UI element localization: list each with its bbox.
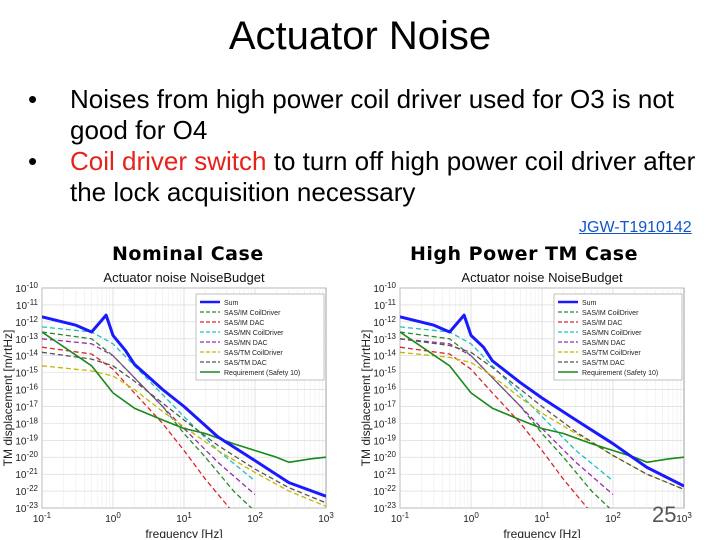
y-tick-label: 10-22	[15, 484, 38, 498]
x-tick-label: 103	[676, 511, 692, 525]
y-tick-label: 10-16	[373, 383, 396, 397]
y-axis-label: TM displacement [m/rtHz]	[1, 330, 15, 467]
x-tick-label: 101	[534, 511, 550, 525]
y-axis-label: TM displacement [m/rtHz]	[359, 330, 373, 467]
series-line-sum	[400, 313, 684, 488]
y-tick-label: 10-12	[373, 315, 396, 329]
x-tick-label: 100	[105, 511, 121, 525]
x-axis-label: frequency [Hz]	[145, 527, 222, 538]
series-group	[400, 313, 684, 508]
series-line-sas-im-dac	[42, 346, 231, 508]
bullet-text: to turn off high power coil driver after…	[70, 146, 696, 207]
bullet-item: • Coil driver switch to turn off high po…	[28, 146, 718, 208]
y-tick-label: 10-20	[15, 450, 38, 464]
x-axis-label: frequency [Hz]	[503, 527, 580, 538]
y-tick-label: 10-11	[374, 298, 397, 312]
legend-box	[195, 293, 325, 381]
legend-box	[553, 293, 683, 381]
series-line-sum	[42, 313, 326, 498]
panel-label-high-power: High Power TM Case	[410, 243, 639, 265]
noise-budget-plot-high-power: Actuator noise NoiseBudget 10-10 10-11 10-1…	[359, 270, 692, 538]
panel-label-nominal: Nominal Case	[112, 243, 264, 265]
y-tick-label: 10-19	[15, 433, 38, 447]
y-tick-label: 10-13	[373, 332, 396, 346]
y-tick-label: 10-23	[373, 501, 396, 515]
y-tick-label: 10-15	[15, 366, 38, 380]
x-tick-label: 103	[318, 511, 334, 525]
bullet-list: • Noises from high power coil driver use…	[28, 84, 718, 208]
noise-budget-plot-nominal: Actuator noise NoiseBudget 10-10 10-11 10-1…	[1, 270, 334, 538]
series-line-sas-tm-dac	[400, 338, 684, 491]
bullet-highlight-text: Coil driver switch	[70, 146, 267, 176]
legend-entry: SAS/MN CoilDriver	[582, 330, 642, 337]
legend-entry: SAS/TM DAC	[582, 360, 625, 367]
legend-entry: SAS/TM DAC	[224, 360, 267, 367]
slide-title: Actuator Noise	[228, 14, 492, 58]
y-tick-label: 10-19	[373, 433, 396, 447]
page-number: 25	[652, 502, 677, 527]
x-tick-label: 10-1	[33, 511, 52, 525]
series-line-sas-tm-coildriver	[400, 351, 684, 491]
legend-entry: SAS/TM CoilDriver	[582, 350, 641, 357]
legend-entry: SAS/MN DAC	[582, 340, 626, 347]
legend-entry: SAS/MN CoilDriver	[224, 330, 284, 337]
y-tick-label: 10-15	[373, 366, 396, 380]
legend-entry: Sum	[224, 300, 239, 307]
x-tick-label: 102	[605, 511, 621, 525]
y-tick-label: 10-14	[15, 349, 38, 363]
y-tick-label: 10-23	[15, 501, 38, 515]
y-tick-label: 10-12	[15, 315, 38, 329]
legend-entry: SAS/IM CoilDriver	[582, 310, 639, 317]
bullet-dot-icon: •	[28, 84, 38, 114]
x-tick-label: 100	[463, 511, 479, 525]
series-line-sas-tm-dac	[42, 351, 326, 504]
series-line-sas-im-dac	[400, 346, 589, 508]
x-tick-label: 10-1	[391, 511, 410, 525]
bullet-dot-icon: •	[28, 146, 38, 176]
y-tick-label: 10-21	[373, 467, 396, 481]
legend-entry: Requirement (Safety 10)	[582, 370, 658, 377]
y-tick-label: 10-22	[373, 484, 396, 498]
legend-entry: SAS/TM CoilDriver	[224, 350, 283, 357]
y-tick-label: 10-17	[15, 399, 38, 413]
x-tick-label: 102	[247, 511, 263, 525]
bullet-item: • Noises from high power coil driver use…	[28, 84, 718, 146]
y-tick-label: 10-18	[373, 416, 396, 430]
legend-entry: Requirement (Safety 10)	[224, 370, 300, 377]
y-tick-label: 10-11	[16, 298, 39, 312]
series-line-requirement-safety-10-	[400, 331, 684, 464]
series-line-requirement-safety-10-	[42, 331, 326, 464]
y-tick-label: 10-20	[373, 450, 396, 464]
series-line-sas-tm-coildriver	[42, 365, 326, 507]
y-tick-label: 10-18	[15, 416, 38, 430]
chart-title: Actuator noise NoiseBudget	[461, 270, 623, 285]
reference-link[interactable]: JGW-T1910142	[579, 219, 692, 236]
legend-entry: SAS/MN DAC	[224, 340, 268, 347]
y-tick-label: 10-17	[373, 399, 396, 413]
legend-entry: SAS/IM DAC	[582, 320, 622, 327]
x-tick-label: 101	[176, 511, 192, 525]
bullet-text: Noises from high power coil driver used …	[70, 84, 675, 145]
series-group	[42, 313, 326, 508]
y-tick-label: 10-13	[15, 332, 38, 346]
y-tick-label: 10-16	[15, 383, 38, 397]
y-tick-label: 10-10	[15, 281, 38, 295]
y-tick-label: 10-10	[373, 281, 396, 295]
legend-entry: Sum	[582, 300, 597, 307]
legend-entry: SAS/IM DAC	[224, 320, 264, 327]
y-tick-label: 10-14	[373, 349, 396, 363]
y-tick-label: 10-21	[15, 467, 38, 481]
chart-title: Actuator noise NoiseBudget	[103, 270, 265, 285]
legend-entry: SAS/IM CoilDriver	[224, 310, 281, 317]
